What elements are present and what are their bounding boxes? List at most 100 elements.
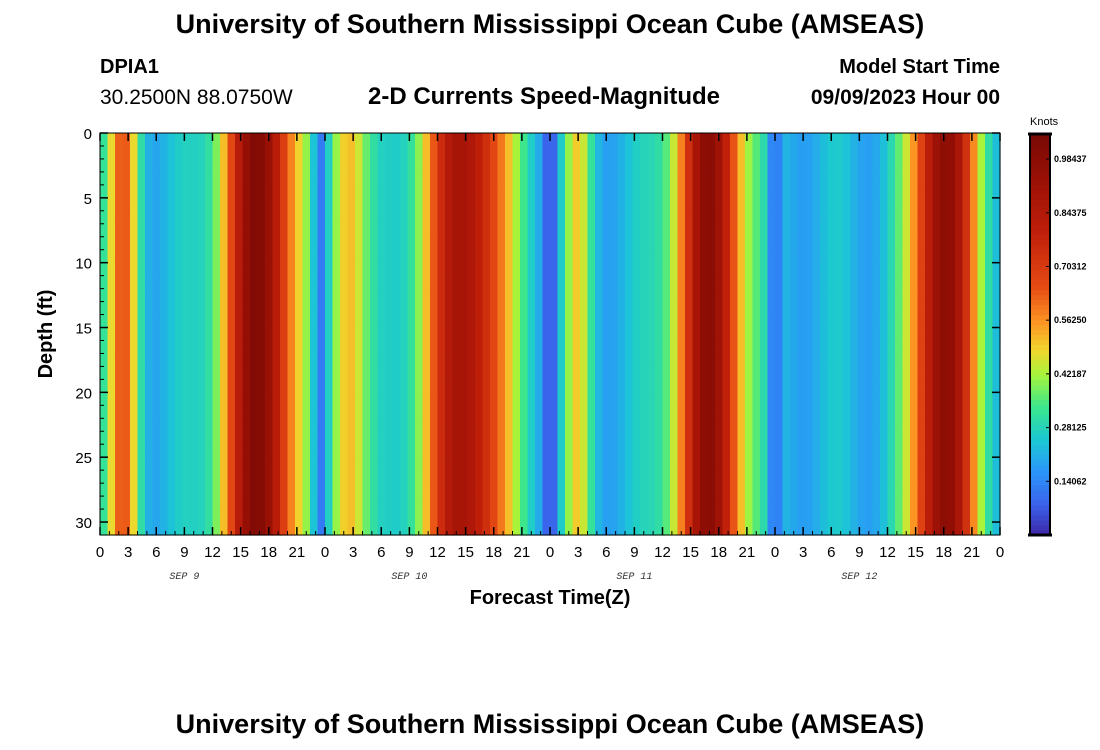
heatmap-cell <box>160 483 169 497</box>
heatmap-cell <box>415 470 424 484</box>
heatmap-cell <box>872 509 881 523</box>
heatmap-cell <box>565 366 574 380</box>
heatmap-cell <box>220 236 229 251</box>
heatmap-cell <box>992 145 1001 160</box>
heatmap-cell <box>775 184 784 199</box>
heatmap-cell <box>145 483 154 497</box>
heatmap-cell <box>632 418 641 432</box>
heatmap-cell <box>505 457 514 471</box>
heatmap-cell <box>302 392 311 406</box>
heatmap-cell <box>527 223 536 238</box>
heatmap-cell <box>205 197 214 212</box>
heatmap-cell <box>850 405 859 419</box>
heatmap-cell <box>160 444 169 458</box>
heatmap-cell <box>962 457 971 471</box>
x-tick-label: 21 <box>514 544 531 561</box>
heatmap-cell <box>422 392 431 406</box>
heatmap-cell <box>385 314 394 329</box>
heatmap-cell <box>760 171 769 186</box>
x-tick-label: 12 <box>204 544 221 561</box>
heatmap-cell <box>880 145 889 160</box>
heatmap-cell <box>625 171 634 186</box>
heatmap-cell <box>535 366 544 380</box>
heatmap-cell <box>242 275 251 290</box>
heatmap-cell <box>947 133 956 147</box>
heatmap-cell <box>992 509 1001 523</box>
heatmap-cell <box>557 223 566 238</box>
heatmap-cell <box>272 171 281 186</box>
heatmap-cell <box>550 288 559 303</box>
heatmap-cell <box>332 509 341 523</box>
heatmap-cell <box>430 431 439 445</box>
heatmap-cell <box>685 405 694 419</box>
heatmap-cell <box>535 249 544 264</box>
heatmap-cell <box>647 133 656 147</box>
heatmap-cell <box>617 327 626 342</box>
heatmap-cell <box>917 223 926 238</box>
heatmap-cell <box>617 184 626 199</box>
heatmap-cell <box>302 288 311 303</box>
heatmap-cell <box>812 379 821 393</box>
heatmap-cell <box>962 262 971 277</box>
heatmap-cell <box>685 483 694 497</box>
heatmap-cell <box>362 145 371 160</box>
heatmap-cell <box>445 275 454 290</box>
heatmap-cell <box>580 314 589 329</box>
heatmap-cell <box>250 171 259 186</box>
heatmap-cell <box>940 314 949 329</box>
heatmap-cell <box>602 418 611 432</box>
heatmap-cell <box>197 301 206 316</box>
heatmap-cell <box>670 457 679 471</box>
heatmap-cell <box>895 509 904 523</box>
heatmap-cell <box>370 288 379 303</box>
heatmap-cell <box>220 457 229 471</box>
heatmap-cell <box>880 431 889 445</box>
heatmap-cell <box>242 470 251 484</box>
heatmap-cell <box>542 249 551 264</box>
heatmap-cell <box>130 418 139 432</box>
heatmap-cell <box>947 470 956 484</box>
heatmap-cell <box>422 418 431 432</box>
heatmap-cell <box>272 366 281 380</box>
heatmap-cell <box>947 314 956 329</box>
heatmap-cell <box>220 210 229 225</box>
heatmap-cell <box>482 145 491 160</box>
heatmap-cell <box>662 327 671 342</box>
heatmap-cell <box>137 301 146 316</box>
heatmap-cell <box>505 431 514 445</box>
heatmap-cell <box>685 353 694 368</box>
heatmap-cell <box>115 275 124 290</box>
heatmap-cell <box>580 301 589 316</box>
heatmap-cell <box>355 470 364 484</box>
heatmap-cell <box>940 457 949 471</box>
heatmap-cell <box>287 418 296 432</box>
heatmap-cell <box>557 249 566 264</box>
heatmap-cell <box>325 133 334 147</box>
heatmap-cell <box>490 171 499 186</box>
heatmap-cell <box>685 366 694 380</box>
heatmap-cell <box>962 145 971 160</box>
heatmap-cell <box>542 496 551 510</box>
heatmap-cell <box>557 457 566 471</box>
heatmap-cell <box>437 249 446 264</box>
heatmap-cell <box>265 392 274 406</box>
heatmap-cell <box>182 379 191 393</box>
heatmap-cell <box>932 314 941 329</box>
heatmap-cell <box>835 158 844 173</box>
heatmap-cell <box>220 366 229 380</box>
heatmap-cell <box>130 431 139 445</box>
heatmap-cell <box>947 327 956 342</box>
heatmap-cell <box>647 275 656 290</box>
heatmap-cell <box>362 366 371 380</box>
heatmap-cell <box>767 223 776 238</box>
heatmap-cell <box>610 133 619 147</box>
heatmap-cell <box>955 262 964 277</box>
heatmap-cell <box>767 496 776 510</box>
heatmap-cell <box>182 301 191 316</box>
heatmap-cell <box>452 457 461 471</box>
heatmap-cell <box>182 392 191 406</box>
heatmap-cell <box>752 457 761 471</box>
heatmap-cell <box>662 470 671 484</box>
heatmap-cell <box>947 158 956 173</box>
heatmap-cell <box>752 236 761 251</box>
